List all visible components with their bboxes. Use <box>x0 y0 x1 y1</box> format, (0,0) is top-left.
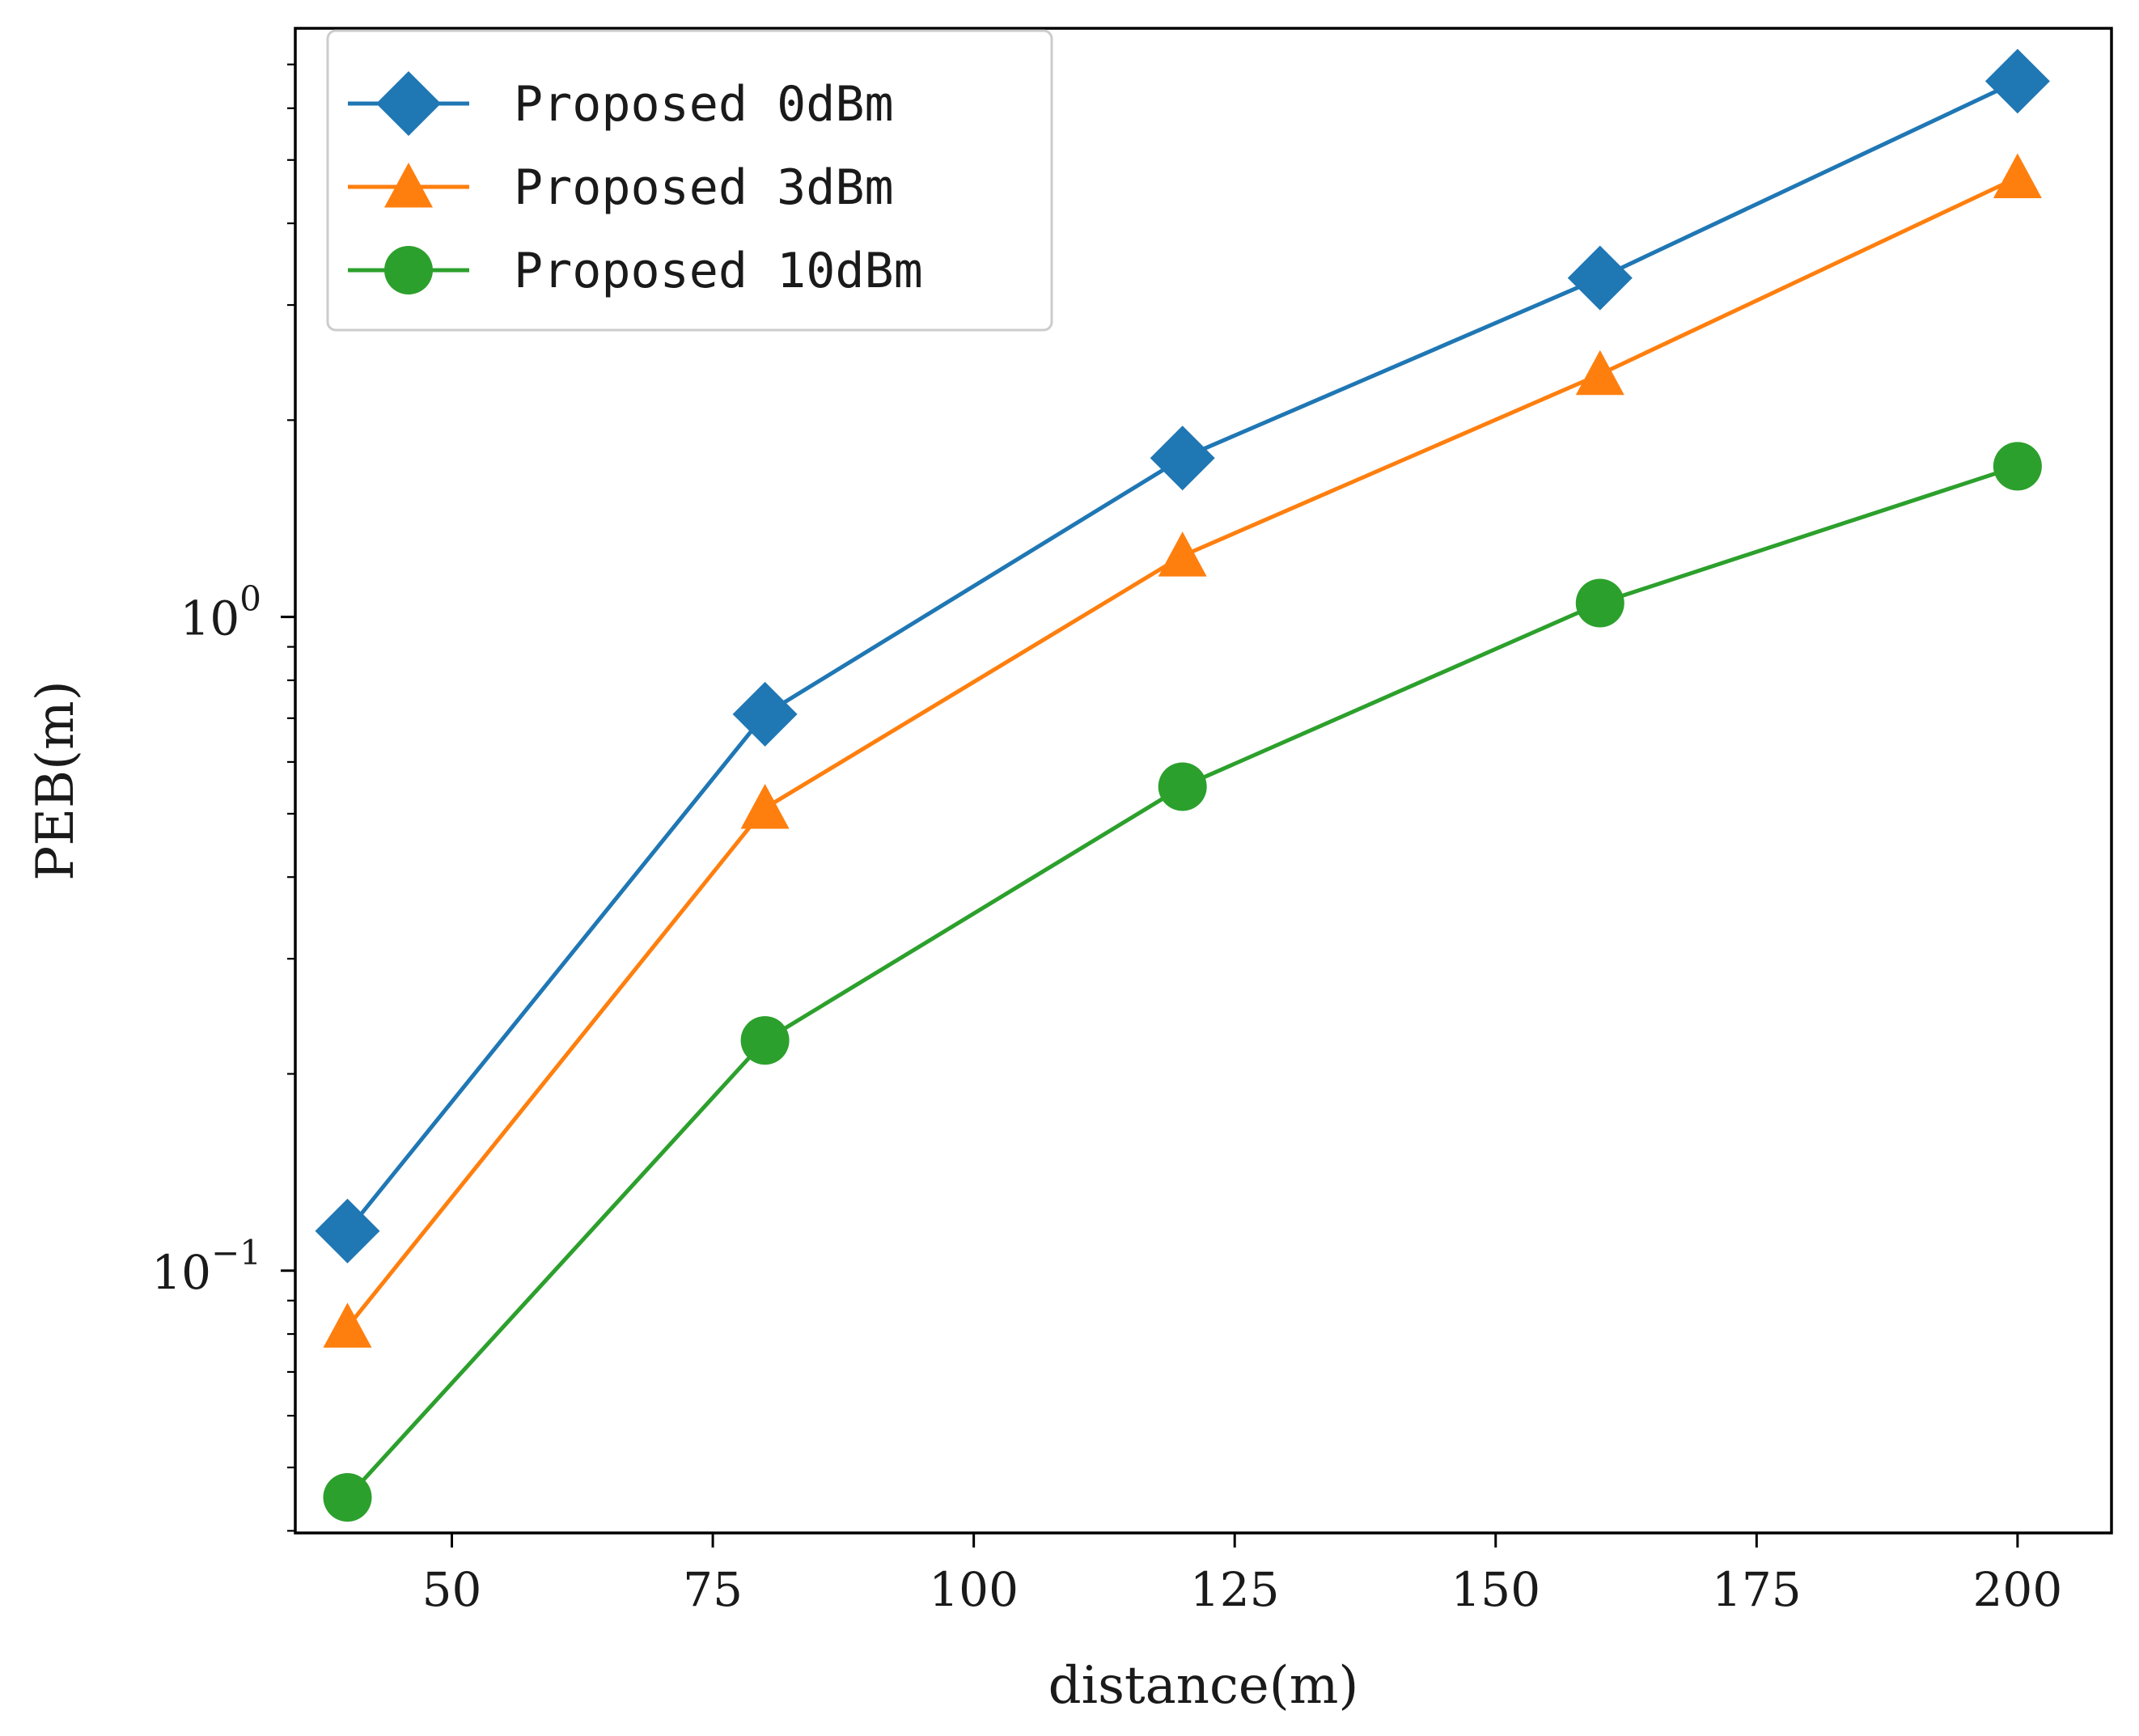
y-axis-ticks: 10−1 100 <box>151 63 295 1532</box>
data-point <box>1567 245 1633 311</box>
data-point <box>732 681 798 747</box>
y-tick-label: 100 <box>180 579 261 646</box>
legend-box <box>326 29 1053 332</box>
x-tick-label: 75 <box>683 1562 743 1617</box>
series-2 <box>323 442 2042 1522</box>
data-point <box>740 783 790 829</box>
legend-entry: Proposed 10dBm <box>348 243 923 299</box>
data-point <box>1150 426 1215 491</box>
data-point <box>315 1198 380 1264</box>
y-tick-label: 10−1 <box>151 1233 261 1300</box>
legend-marker <box>384 163 433 208</box>
data-point <box>323 1302 372 1348</box>
data-point <box>1158 762 1207 811</box>
legend-marker <box>376 71 441 136</box>
x-tick-label: 50 <box>422 1562 482 1617</box>
plot-frame <box>294 27 2113 1535</box>
x-tick-label: 150 <box>1451 1562 1540 1617</box>
legend-marker <box>384 246 433 294</box>
data-point <box>1984 49 2050 114</box>
data-point <box>1575 578 1624 628</box>
x-axis-title: distance(m) <box>1048 1656 1359 1716</box>
series-0 <box>315 49 2050 1264</box>
legend: Proposed 0dBm Proposed 3dBm Proposed 10dBm <box>326 29 1053 332</box>
legend-entry: Proposed 0dBm <box>348 71 894 136</box>
data-point <box>1993 153 2042 198</box>
x-tick-label: 100 <box>929 1562 1019 1617</box>
x-axis-ticks: 50 75 100 125 150 175 200 <box>422 1533 2063 1617</box>
legend-label: Proposed 0dBm <box>514 76 894 133</box>
x-tick-label: 175 <box>1712 1562 1802 1617</box>
y-axis-title: PEB(m) <box>26 680 86 880</box>
data-point <box>1993 442 2042 491</box>
legend-label: Proposed 3dBm <box>514 159 894 216</box>
x-tick-label: 125 <box>1190 1562 1280 1617</box>
data-point <box>1158 531 1207 577</box>
data-point <box>1575 349 1624 396</box>
legend-label: Proposed 10dBm <box>514 243 923 299</box>
data-point <box>740 1016 790 1065</box>
series-layer <box>315 49 2050 1522</box>
x-tick-label: 200 <box>1973 1562 2063 1617</box>
series-1 <box>323 153 2042 1348</box>
data-point <box>323 1473 372 1522</box>
legend-entry: Proposed 3dBm <box>348 159 894 216</box>
